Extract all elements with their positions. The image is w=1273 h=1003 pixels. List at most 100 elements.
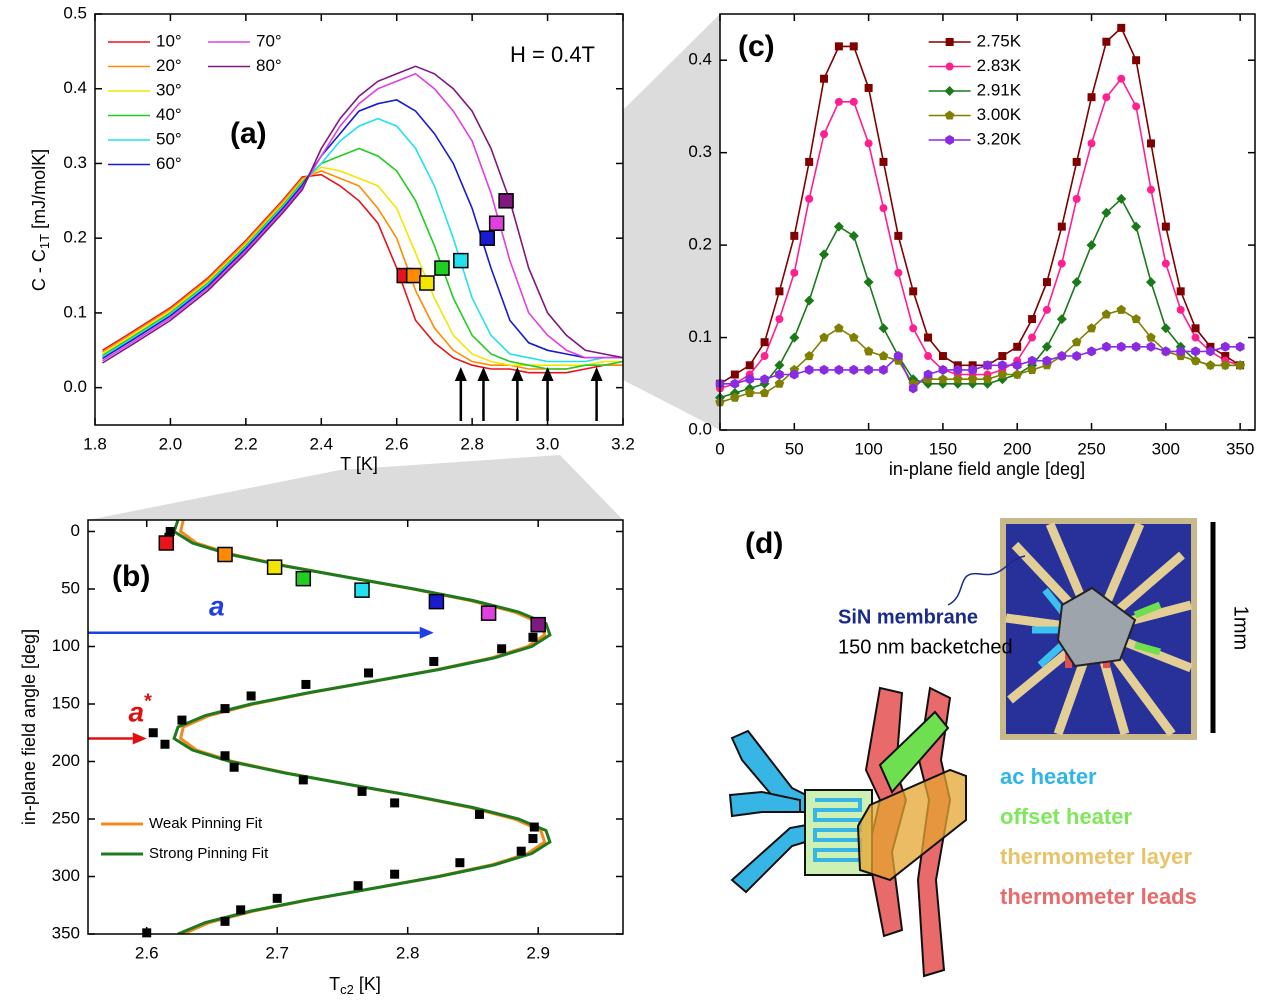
legend-ac-heater: ac heater bbox=[1000, 764, 1097, 789]
marker bbox=[1146, 277, 1156, 287]
legend-label: 20° bbox=[156, 56, 182, 75]
marker bbox=[268, 560, 282, 574]
marker bbox=[938, 374, 948, 383]
x-tick-label: 2.2 bbox=[234, 434, 258, 453]
legend-label: 40° bbox=[156, 105, 182, 124]
marker bbox=[358, 787, 367, 796]
marker bbox=[354, 881, 363, 890]
marker bbox=[894, 269, 902, 277]
marker bbox=[1102, 38, 1110, 46]
marker bbox=[850, 42, 858, 50]
marker bbox=[455, 858, 464, 867]
marker bbox=[1088, 139, 1096, 147]
marker bbox=[775, 315, 783, 323]
annotation: a* bbox=[129, 691, 153, 728]
panel-label: (b) bbox=[112, 560, 150, 593]
marker bbox=[499, 194, 513, 208]
panel-label: (a) bbox=[230, 117, 267, 150]
marker bbox=[1192, 334, 1200, 342]
y-tick-label: 0.2 bbox=[63, 228, 87, 247]
y-tick-label: 0.3 bbox=[63, 153, 87, 172]
x-tick-label: 350 bbox=[1226, 439, 1254, 458]
arrow bbox=[455, 367, 467, 421]
y-tick-label: 0 bbox=[71, 521, 80, 540]
legend-label: 60° bbox=[156, 154, 182, 173]
marker bbox=[1177, 287, 1185, 295]
marker bbox=[1117, 305, 1127, 314]
series-line bbox=[720, 310, 1240, 403]
marker bbox=[805, 365, 814, 375]
marker bbox=[1221, 342, 1230, 352]
marker bbox=[517, 847, 526, 856]
legend-label: 30° bbox=[156, 80, 182, 99]
legend-label: 70° bbox=[256, 31, 282, 50]
x-tick-label: 2.4 bbox=[309, 434, 333, 453]
marker bbox=[390, 870, 399, 879]
y-tick-label: 0.0 bbox=[688, 419, 712, 438]
series-line bbox=[103, 171, 624, 369]
x-tick-label: 2.7 bbox=[265, 943, 289, 962]
x-tick-label: 300 bbox=[1152, 439, 1180, 458]
marker bbox=[761, 338, 769, 346]
legend-thermometer-leads: thermometer leads bbox=[1000, 884, 1197, 909]
marker bbox=[1191, 346, 1200, 356]
marker bbox=[924, 352, 932, 360]
marker bbox=[1057, 314, 1067, 324]
y-tick-label: 50 bbox=[61, 578, 80, 597]
marker bbox=[834, 323, 844, 332]
y-tick-label: 350 bbox=[52, 923, 80, 942]
marker bbox=[221, 917, 230, 926]
field-annotation: H = 0.4T bbox=[510, 42, 595, 67]
y-axis-label-unit: [mJ/molK] bbox=[29, 149, 49, 234]
marker bbox=[355, 583, 369, 597]
fit-line bbox=[174, 520, 550, 934]
marker bbox=[804, 296, 814, 306]
marker bbox=[819, 333, 829, 342]
marker bbox=[909, 324, 917, 332]
marker bbox=[1088, 93, 1096, 101]
marker bbox=[731, 379, 740, 389]
arrow bbox=[511, 367, 523, 421]
marker bbox=[490, 216, 504, 230]
marker bbox=[221, 704, 230, 713]
marker bbox=[1131, 314, 1141, 323]
x-tick-label: 150 bbox=[929, 439, 957, 458]
annotation-superscript: * bbox=[144, 691, 152, 713]
marker bbox=[775, 287, 783, 295]
marker bbox=[247, 691, 256, 700]
y-axis-label: C - C1T [mJ/molK] bbox=[29, 149, 53, 291]
x-axis-label-subscript: c2 bbox=[340, 982, 354, 997]
marker bbox=[945, 135, 954, 145]
marker bbox=[160, 740, 169, 749]
x-axis-label-unit: [K] bbox=[354, 974, 381, 994]
marker bbox=[1147, 186, 1155, 194]
marker bbox=[142, 928, 151, 937]
marker bbox=[879, 158, 887, 166]
marker bbox=[435, 261, 449, 275]
legend-offset-heater: offset heater bbox=[1000, 804, 1132, 829]
marker bbox=[746, 361, 754, 369]
marker bbox=[420, 276, 434, 290]
marker bbox=[1058, 223, 1066, 231]
marker bbox=[149, 728, 158, 737]
legend-label: 3.00K bbox=[977, 105, 1022, 124]
x-tick-label: 0 bbox=[715, 439, 724, 458]
marker bbox=[865, 84, 873, 92]
marker bbox=[299, 775, 308, 784]
marker bbox=[429, 657, 438, 666]
y-tick-label: 200 bbox=[52, 751, 80, 770]
marker bbox=[945, 111, 955, 120]
marker bbox=[296, 572, 310, 586]
marker bbox=[946, 38, 954, 46]
legend-thermometer-layer: thermometer layer bbox=[1000, 844, 1192, 869]
marker bbox=[218, 548, 232, 562]
marker bbox=[1117, 75, 1125, 83]
series-line bbox=[103, 149, 624, 370]
y-tick-label: 0.1 bbox=[63, 302, 87, 321]
y-tick-label: 300 bbox=[52, 866, 80, 885]
y-tick-label: 100 bbox=[52, 636, 80, 655]
marker bbox=[390, 798, 399, 807]
x-tick-label: 1.8 bbox=[83, 434, 107, 453]
y-tick-label: 0.0 bbox=[63, 377, 87, 396]
marker bbox=[528, 633, 537, 642]
